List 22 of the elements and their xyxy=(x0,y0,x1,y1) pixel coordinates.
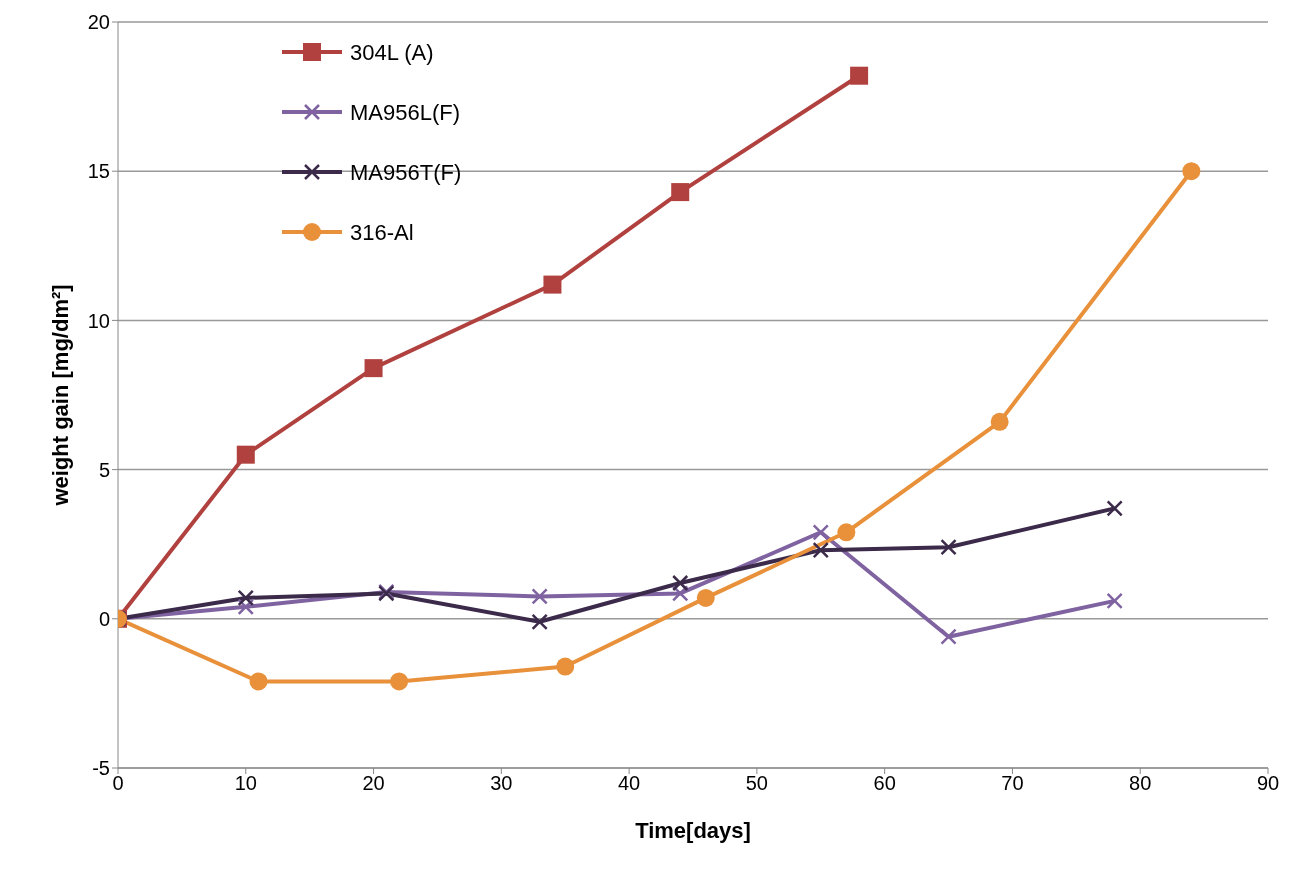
x-tick-label: 90 xyxy=(1256,772,1280,795)
y-tick-label: 10 xyxy=(87,309,110,332)
x-tick-label: 80 xyxy=(1129,772,1152,795)
x-tick-label: 10 xyxy=(234,772,257,795)
x-tick-label: 70 xyxy=(1001,772,1024,795)
x-tick-label: 60 xyxy=(873,772,896,795)
y-axis-title: weight gain [mg/dm²] xyxy=(48,284,73,507)
legend-label: 316-Al xyxy=(350,220,414,245)
legend-label: MA956T(F) xyxy=(350,160,462,185)
y-tick-label: 20 xyxy=(87,11,110,34)
y-tick-label: 5 xyxy=(98,458,110,481)
y-tick-label: 15 xyxy=(87,160,110,183)
x-tick-label: 40 xyxy=(617,772,641,795)
y-tick-label: 0 xyxy=(98,607,110,630)
x-axis-title: Time[days] xyxy=(635,818,751,843)
x-tick-label: 0 xyxy=(112,772,124,795)
x-tick-label: 20 xyxy=(362,772,385,795)
x-tick-label: 50 xyxy=(745,772,769,795)
legend-label: 304L (A) xyxy=(350,40,434,65)
legend-label: MA956L(F) xyxy=(350,100,461,125)
x-tick-label: 30 xyxy=(490,772,513,795)
y-tick-label: -5 xyxy=(92,757,110,780)
